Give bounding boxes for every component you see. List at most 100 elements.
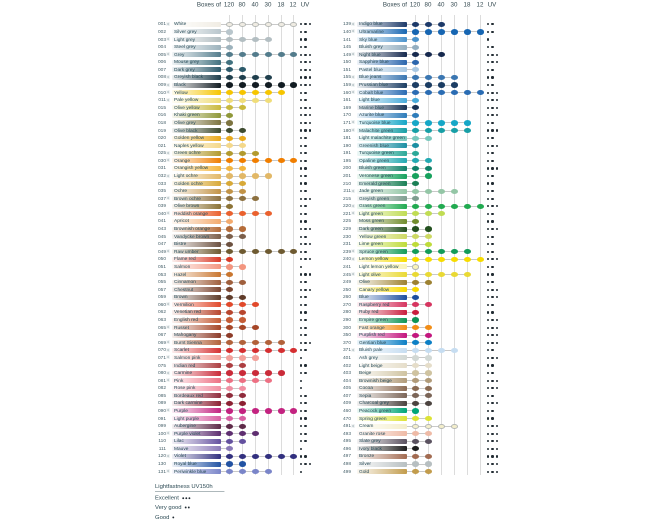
box-dot bbox=[264, 74, 272, 81]
legend-dot bbox=[184, 506, 187, 509]
box-dot bbox=[225, 127, 233, 134]
uv-rating-dot bbox=[487, 394, 490, 397]
color-name: Greyish green bbox=[359, 195, 390, 202]
box-dot bbox=[424, 203, 432, 209]
color-name: English red bbox=[174, 317, 199, 323]
uv-rating-dot bbox=[308, 114, 311, 117]
row-connector-line bbox=[221, 220, 229, 222]
color-swatch bbox=[172, 52, 221, 58]
row-connector-line bbox=[407, 54, 441, 56]
box-dot bbox=[225, 340, 233, 346]
color-swatch bbox=[172, 453, 221, 459]
box-dot bbox=[225, 355, 233, 361]
uv-rating-dot bbox=[491, 144, 494, 147]
color-name: Rose pink bbox=[174, 385, 196, 391]
row-connector-line bbox=[407, 145, 415, 147]
uv-rating-dot bbox=[487, 311, 490, 314]
uv-rating-dot bbox=[487, 137, 490, 140]
color-number: 019 bbox=[157, 127, 166, 133]
box-dot bbox=[424, 385, 432, 391]
color-number: 008 bbox=[157, 74, 166, 80]
uv-rating-dot bbox=[487, 243, 490, 246]
color-name: Bordeaux red bbox=[174, 392, 203, 399]
box-dot bbox=[450, 203, 458, 209]
box-dot bbox=[411, 309, 419, 316]
color-number: 498 bbox=[342, 461, 351, 467]
color-swatch bbox=[357, 120, 407, 126]
color-name: Gold bbox=[359, 468, 370, 475]
box-dot bbox=[411, 438, 419, 444]
color-number: 239 bbox=[342, 248, 351, 255]
color-name: Indigo blue bbox=[359, 21, 383, 27]
box-dot bbox=[437, 423, 445, 429]
uv-rating-dot bbox=[487, 341, 490, 344]
box-dot bbox=[450, 120, 458, 126]
box-dot bbox=[411, 279, 419, 285]
box-dot bbox=[225, 347, 233, 353]
color-number: 069 bbox=[157, 339, 166, 346]
uv-rating-dot bbox=[304, 334, 307, 337]
box-dot bbox=[225, 370, 233, 376]
uv-rating-dot bbox=[495, 144, 498, 147]
color-name: Bluish green bbox=[359, 165, 386, 171]
row-connector-line bbox=[221, 205, 229, 207]
color-swatch bbox=[172, 249, 221, 255]
box-dot bbox=[411, 82, 419, 88]
uv-rating-dot bbox=[300, 462, 303, 466]
box-dot bbox=[238, 347, 246, 353]
color-number: 241 bbox=[342, 263, 351, 270]
color-number: 080 bbox=[157, 370, 166, 376]
box-dot bbox=[238, 21, 246, 27]
uv-rating-dot bbox=[308, 23, 311, 26]
color-swatch bbox=[357, 59, 407, 65]
color-swatch bbox=[172, 82, 221, 88]
color-name: Blue jeans bbox=[359, 74, 382, 80]
color-number: 065 bbox=[157, 324, 166, 330]
color-name: Canary yellow bbox=[359, 286, 390, 293]
box-dot bbox=[463, 127, 471, 134]
color-name: Aubergine bbox=[174, 423, 196, 429]
star-marker-icon: ✳ bbox=[165, 74, 170, 81]
box-dot bbox=[411, 355, 419, 361]
legend-dot bbox=[188, 496, 191, 499]
box-dot bbox=[411, 453, 419, 460]
box-dot bbox=[225, 158, 233, 164]
color-number: 025 bbox=[157, 150, 166, 156]
box-dot bbox=[264, 173, 272, 179]
color-number: 370 bbox=[342, 339, 351, 346]
box-size-column-header: 18 bbox=[463, 1, 471, 9]
uv-rating-dot bbox=[491, 250, 494, 253]
color-number: 159 bbox=[342, 82, 351, 88]
row-connector-line bbox=[407, 213, 441, 215]
box-dot bbox=[225, 309, 233, 316]
uv-rating-dot bbox=[300, 364, 303, 367]
color-swatch bbox=[357, 181, 407, 187]
uv-rating-dot bbox=[491, 432, 494, 435]
row-connector-line bbox=[407, 99, 415, 101]
box-dot bbox=[411, 74, 419, 81]
uv-rating-dot bbox=[487, 53, 490, 56]
uv-rating-dot bbox=[300, 447, 303, 450]
row-connector-line bbox=[221, 342, 281, 344]
star-marker-icon: ✳ bbox=[165, 347, 170, 354]
uv-rating-dot bbox=[495, 205, 498, 208]
box-dot bbox=[277, 82, 285, 88]
box-dot bbox=[411, 461, 419, 467]
color-name: Lilac bbox=[174, 438, 184, 444]
color-number: 030 bbox=[157, 157, 166, 164]
box-dot bbox=[424, 82, 432, 88]
box-dot bbox=[238, 309, 246, 316]
color-name: Olive bbox=[359, 279, 370, 285]
box-dot bbox=[450, 74, 458, 81]
uv-rating-dot bbox=[487, 38, 490, 41]
uv-rating-dot bbox=[491, 455, 494, 458]
box-dot bbox=[411, 135, 419, 141]
box-dot bbox=[424, 120, 432, 126]
color-swatch bbox=[172, 234, 221, 240]
box-dot bbox=[424, 378, 432, 384]
color-name: Bluish pale bbox=[359, 347, 383, 353]
uv-rating-dot bbox=[304, 243, 307, 246]
color-swatch bbox=[172, 446, 221, 452]
uv-rating-dot bbox=[304, 167, 307, 170]
color-swatch bbox=[172, 203, 221, 209]
